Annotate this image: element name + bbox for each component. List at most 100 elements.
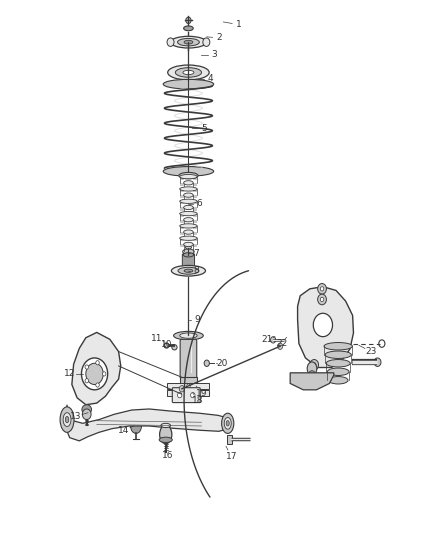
Text: 13: 13 (70, 412, 81, 421)
Circle shape (191, 392, 195, 398)
Circle shape (179, 385, 184, 392)
Text: 19: 19 (196, 389, 207, 398)
Polygon shape (72, 333, 121, 405)
Ellipse shape (131, 418, 141, 433)
Ellipse shape (184, 193, 193, 197)
Circle shape (96, 361, 99, 365)
Ellipse shape (168, 65, 209, 80)
Text: 9: 9 (194, 315, 200, 324)
Circle shape (85, 365, 88, 369)
Circle shape (177, 392, 182, 398)
Circle shape (313, 313, 332, 337)
Bar (167, 383, 209, 389)
Text: 4: 4 (208, 74, 213, 83)
Circle shape (271, 337, 276, 343)
Ellipse shape (226, 421, 229, 426)
Text: 10: 10 (161, 340, 173, 349)
Circle shape (82, 409, 91, 419)
Ellipse shape (183, 249, 194, 254)
FancyBboxPatch shape (180, 340, 197, 378)
Ellipse shape (183, 253, 194, 257)
Ellipse shape (63, 413, 71, 426)
Text: 23: 23 (365, 347, 377, 356)
Ellipse shape (170, 36, 206, 48)
Ellipse shape (184, 26, 193, 31)
Ellipse shape (184, 269, 193, 272)
Circle shape (102, 372, 106, 376)
Circle shape (85, 378, 88, 383)
Bar (180, 377, 197, 397)
Circle shape (308, 370, 315, 379)
Ellipse shape (184, 217, 193, 222)
Bar (227, 435, 232, 443)
Ellipse shape (327, 368, 349, 375)
Polygon shape (297, 287, 353, 368)
Ellipse shape (307, 362, 317, 375)
Circle shape (310, 360, 318, 370)
Text: 18: 18 (192, 396, 204, 405)
Polygon shape (65, 405, 232, 441)
Ellipse shape (324, 343, 353, 350)
Ellipse shape (179, 172, 198, 179)
Ellipse shape (184, 41, 193, 44)
Ellipse shape (82, 405, 92, 414)
Ellipse shape (180, 333, 197, 338)
Ellipse shape (178, 267, 199, 274)
Ellipse shape (177, 38, 199, 46)
Ellipse shape (222, 413, 234, 433)
Text: 20: 20 (217, 359, 228, 368)
Text: 1: 1 (236, 20, 241, 29)
Ellipse shape (203, 38, 210, 46)
Ellipse shape (184, 230, 193, 234)
Text: 6: 6 (197, 199, 202, 208)
Ellipse shape (173, 332, 203, 340)
Circle shape (81, 358, 108, 390)
Ellipse shape (171, 265, 205, 276)
Ellipse shape (184, 181, 193, 185)
Ellipse shape (132, 416, 141, 421)
Text: 11: 11 (151, 334, 163, 343)
Text: 5: 5 (201, 124, 207, 133)
Circle shape (312, 363, 316, 367)
Bar (167, 390, 209, 396)
Circle shape (318, 284, 326, 294)
Ellipse shape (184, 205, 193, 209)
Circle shape (86, 364, 103, 384)
FancyBboxPatch shape (172, 387, 200, 402)
Circle shape (379, 340, 385, 348)
Circle shape (186, 17, 191, 23)
Ellipse shape (325, 351, 351, 359)
Text: 17: 17 (226, 453, 237, 462)
Circle shape (187, 391, 190, 395)
Ellipse shape (328, 376, 348, 384)
Ellipse shape (167, 38, 174, 46)
Ellipse shape (163, 79, 214, 89)
Text: 3: 3 (212, 51, 218, 59)
Text: 2: 2 (216, 34, 222, 43)
Ellipse shape (180, 224, 197, 228)
Ellipse shape (180, 187, 197, 191)
Text: 8: 8 (194, 266, 199, 275)
Circle shape (374, 358, 381, 367)
Circle shape (278, 343, 283, 350)
Ellipse shape (161, 423, 170, 427)
Ellipse shape (180, 236, 197, 240)
Ellipse shape (65, 416, 69, 423)
Circle shape (320, 297, 324, 302)
Ellipse shape (185, 246, 191, 249)
Text: 16: 16 (162, 451, 173, 460)
Ellipse shape (60, 407, 74, 432)
Circle shape (187, 384, 190, 388)
Ellipse shape (224, 417, 231, 429)
Ellipse shape (163, 166, 214, 176)
Ellipse shape (183, 70, 194, 75)
Ellipse shape (175, 68, 201, 77)
Ellipse shape (326, 360, 350, 367)
Ellipse shape (172, 345, 177, 350)
Polygon shape (290, 373, 334, 390)
Text: 22: 22 (276, 338, 287, 348)
FancyBboxPatch shape (182, 254, 194, 266)
Ellipse shape (180, 174, 197, 179)
Circle shape (318, 294, 326, 305)
Text: 21: 21 (261, 335, 273, 344)
